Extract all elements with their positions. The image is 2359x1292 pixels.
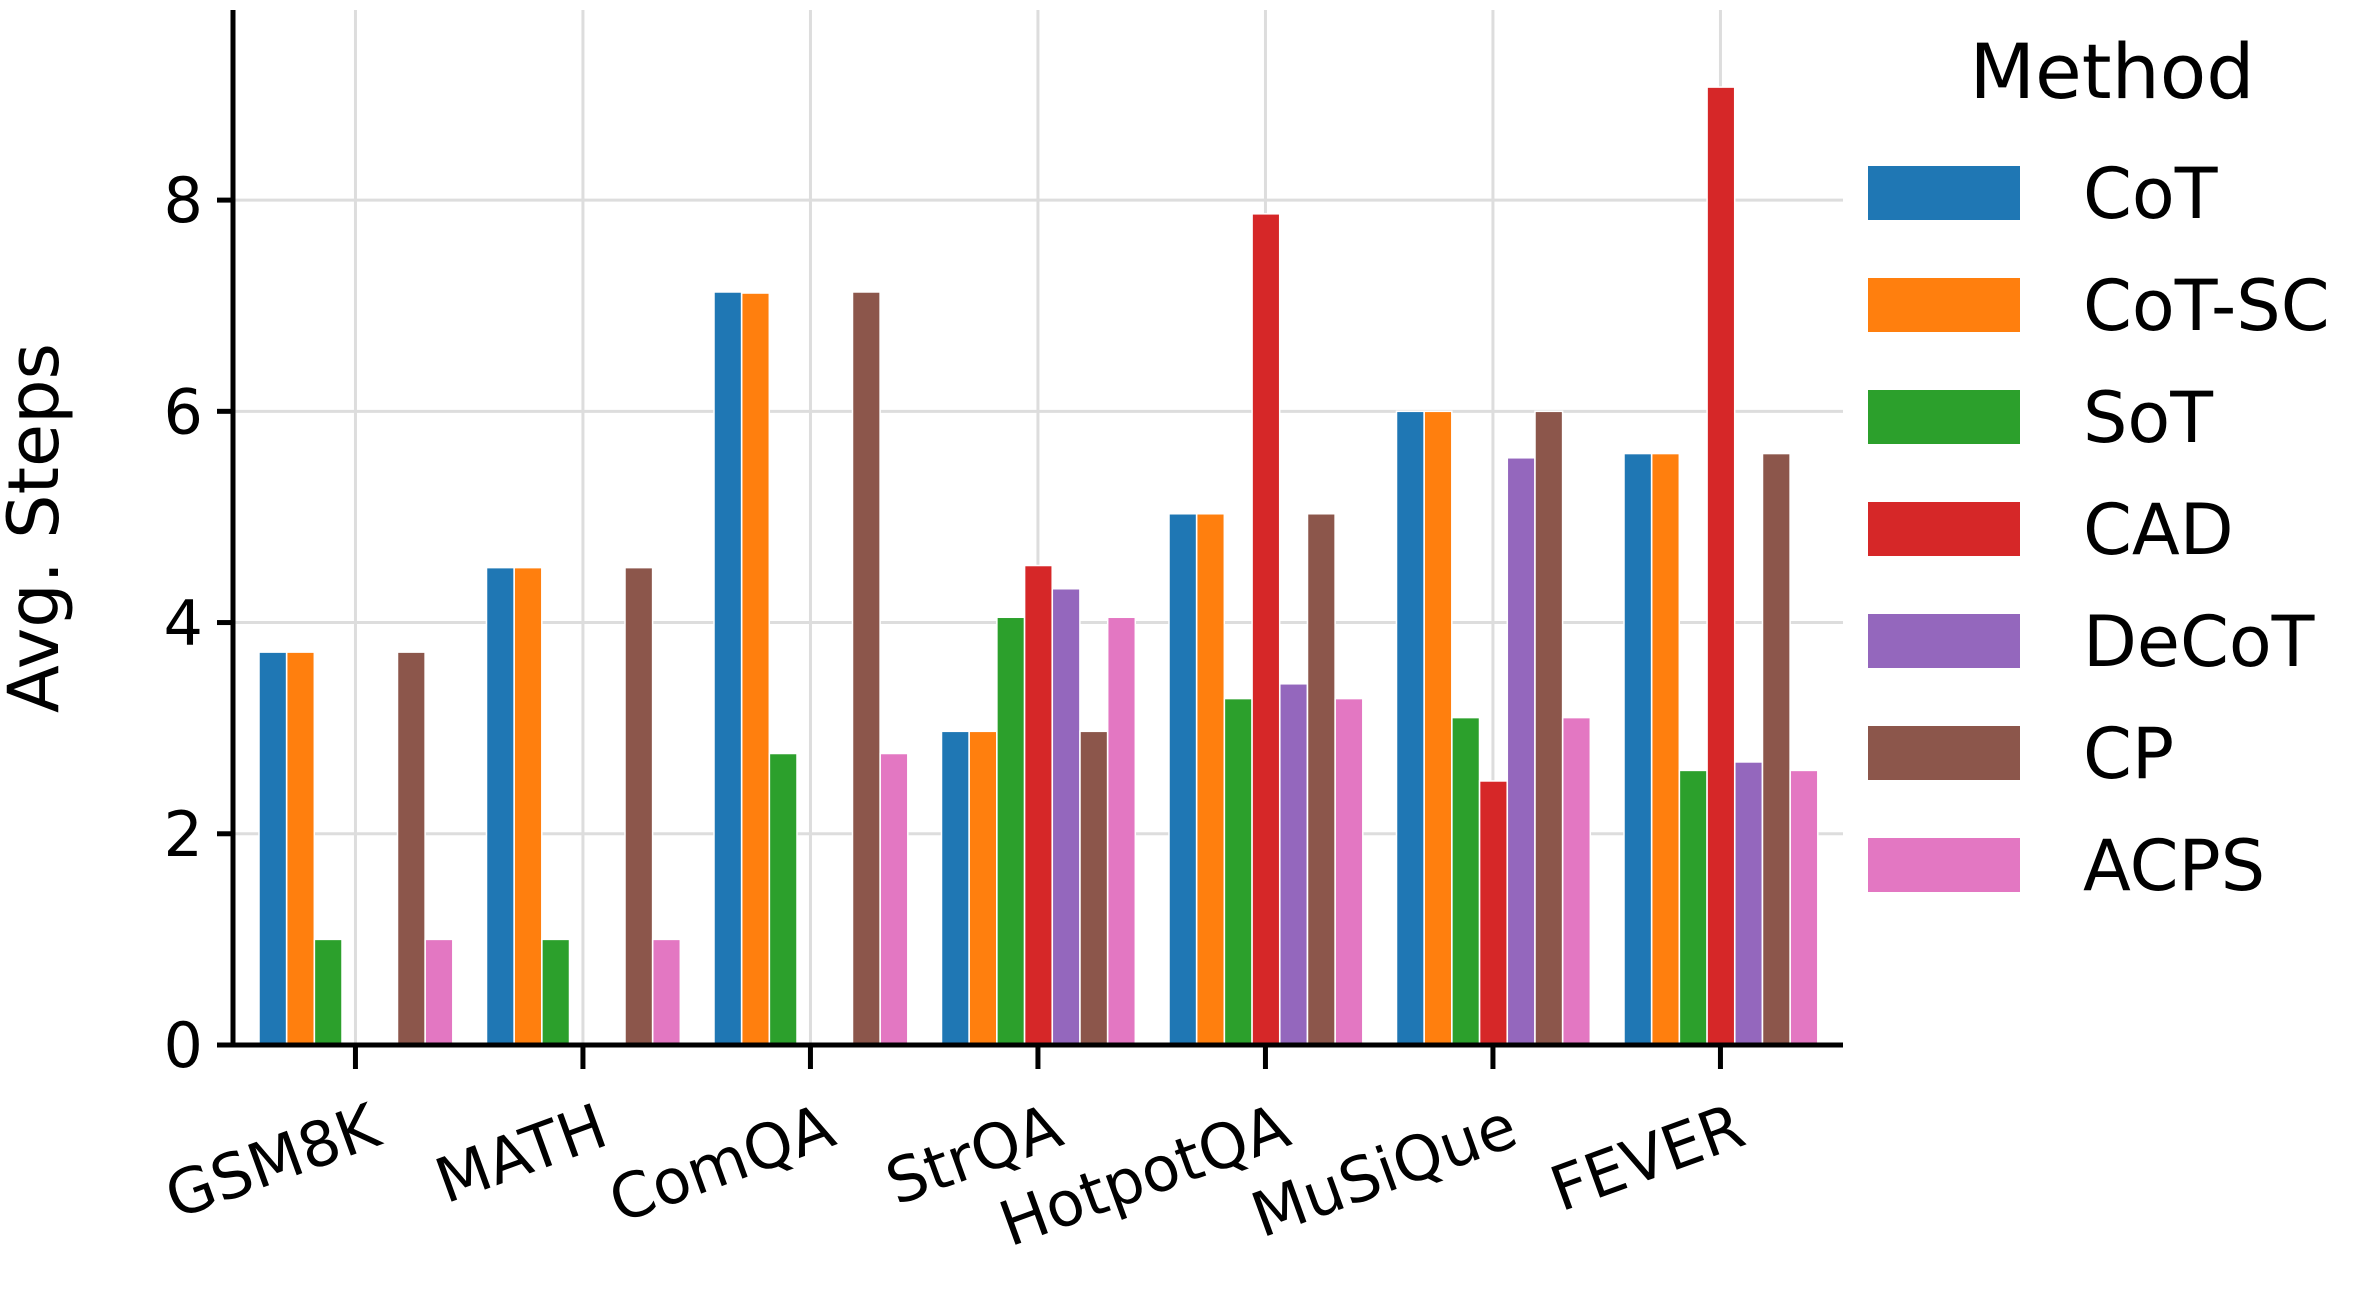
bar-cp-strqa [1079, 730, 1109, 1046]
bar-cp-fever [1761, 452, 1791, 1046]
x-tick-label: GSM8K [156, 1089, 390, 1234]
x-tick-label: MuSiQue [1242, 1089, 1526, 1252]
bar-decot-fever [1734, 761, 1764, 1046]
bar-cad-fever [1706, 86, 1736, 1046]
y-tick-label: 6 [164, 375, 203, 448]
legend-swatch-acps [1868, 838, 2020, 892]
bar-cot-math [485, 566, 515, 1046]
bar-sot-fever [1678, 769, 1708, 1046]
bar-sot-strqa [996, 616, 1026, 1046]
bar-cot-sc-fever [1650, 452, 1681, 1046]
y-tick-label: 0 [164, 1009, 203, 1082]
legend-label-cot: CoT [2083, 153, 2218, 235]
bar-acps-gsm8k [424, 938, 454, 1046]
x-tick-label: ComQA [600, 1089, 844, 1237]
bar-cp-gsm8k [396, 651, 426, 1046]
bar-cad-musique [1478, 780, 1508, 1046]
legend-swatch-cot-sc [1868, 278, 2020, 332]
bar-sot-musique [1451, 716, 1481, 1046]
bar-cot-sc-strqa [968, 730, 998, 1046]
legend-label-cot-sc: CoT-SC [2083, 265, 2330, 347]
legend-label-sot: SoT [2083, 377, 2213, 459]
bar-decot-musique [1506, 457, 1536, 1046]
bar-cot-sc-comqa [740, 292, 771, 1046]
bar-acps-strqa [1106, 616, 1137, 1046]
y-tick-label: 2 [164, 798, 203, 871]
legend-swatch-decot [1868, 614, 2020, 668]
legend-label-cad: CAD [2083, 489, 2234, 571]
bar-cad-strqa [1023, 564, 1053, 1046]
bar-cot-sc-musique [1423, 410, 1453, 1046]
legend-label-cp: CP [2083, 713, 2174, 795]
y-tick-label: 8 [164, 164, 203, 237]
bar-cot-musique [1395, 410, 1425, 1046]
bar-acps-musique [1561, 716, 1592, 1046]
bar-cot-strqa [940, 730, 970, 1046]
bar-sot-gsm8k [313, 938, 343, 1046]
legend: Method CoT CoT-SC SoT CAD DeCoT CP ACPS [1868, 27, 2330, 907]
bar-cp-comqa [851, 291, 881, 1046]
legend-swatch-cot [1868, 166, 2020, 220]
legend-title: Method [1969, 27, 2254, 116]
bar-cp-hotpotqa [1306, 513, 1336, 1046]
bar-acps-fever [1789, 769, 1819, 1046]
y-tick-label: 4 [164, 587, 203, 660]
legend-swatch-sot [1868, 390, 2020, 444]
bar-acps-hotpotqa [1334, 697, 1364, 1046]
bar-decot-strqa [1051, 588, 1081, 1046]
bar-decot-hotpotqa [1279, 683, 1309, 1046]
bar-cad-hotpotqa [1251, 213, 1281, 1046]
bar-sot-comqa [768, 752, 798, 1046]
legend-swatch-cp [1868, 726, 2020, 780]
bar-cp-math [624, 566, 654, 1046]
bars [258, 86, 1819, 1046]
bar-acps-comqa [879, 752, 909, 1046]
bar-cot-comqa [713, 291, 743, 1046]
axes [217, 10, 1843, 1069]
bar-cot-sc-math [513, 566, 543, 1046]
y-axis-label: Avg. Steps [0, 343, 75, 713]
legend-swatch-cad [1868, 502, 2020, 556]
bar-cot-sc-hotpotqa [1195, 513, 1226, 1046]
legend-label-acps: ACPS [2083, 825, 2265, 907]
bar-cp-musique [1534, 410, 1564, 1046]
x-tick-label: MATH [426, 1089, 616, 1218]
x-tick-label: FEVER [1541, 1089, 1753, 1226]
bar-acps-math [651, 938, 682, 1046]
bar-cot-hotpotqa [1168, 513, 1198, 1046]
bar-sot-hotpotqa [1223, 697, 1253, 1046]
bar-cot-gsm8k [258, 651, 288, 1046]
bar-sot-math [541, 938, 571, 1046]
bar-cot-sc-gsm8k [285, 651, 316, 1046]
bar-cot-fever [1623, 452, 1653, 1046]
legend-label-decot: DeCoT [2083, 601, 2315, 683]
